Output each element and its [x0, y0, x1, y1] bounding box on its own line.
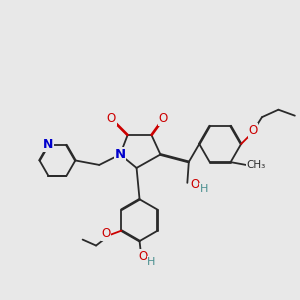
- Text: O: O: [159, 112, 168, 125]
- Text: O: O: [248, 124, 258, 137]
- Text: O: O: [101, 227, 110, 240]
- Text: H: H: [147, 257, 156, 267]
- Text: N: N: [43, 138, 54, 152]
- Text: CH₃: CH₃: [246, 160, 266, 170]
- Text: O: O: [138, 250, 147, 262]
- Text: O: O: [106, 112, 116, 125]
- Text: N: N: [115, 148, 126, 161]
- Text: H: H: [200, 184, 208, 194]
- Text: O: O: [190, 178, 200, 191]
